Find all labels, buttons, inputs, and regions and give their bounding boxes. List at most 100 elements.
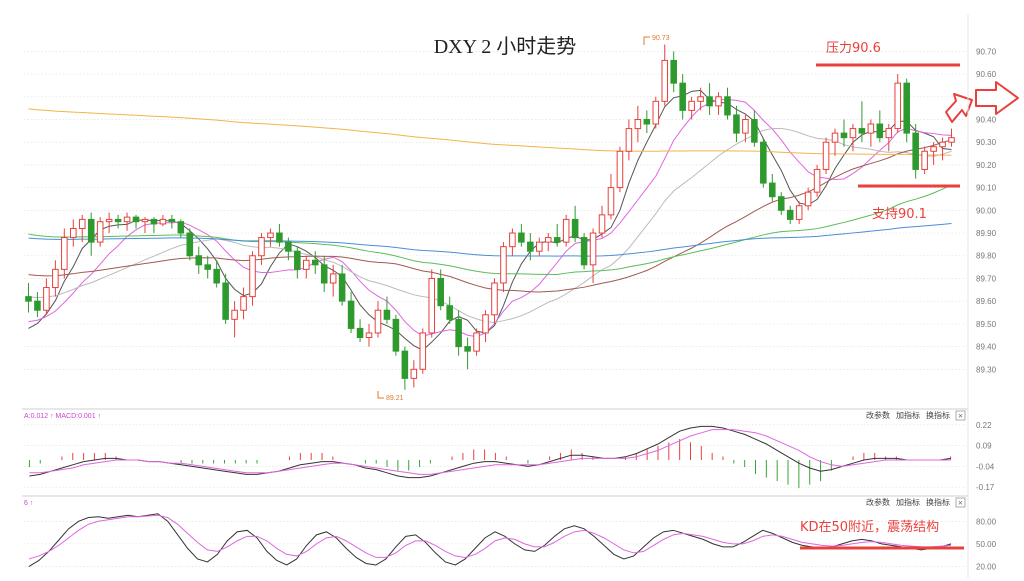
macd-grid (24, 424, 966, 488)
candle-up (123, 216, 131, 223)
candle-up (329, 273, 337, 284)
candle-up (562, 218, 570, 243)
price-panel[interactable]: 90.73 89.21 90.7090.6090.5090.4090.3090.… (24, 35, 1019, 402)
candle-up (795, 205, 803, 220)
candle-down (168, 218, 176, 223)
candle-down (724, 96, 731, 116)
arrow-right-icon (975, 81, 1019, 115)
candle-down (356, 327, 364, 338)
macd-close-box[interactable] (955, 410, 966, 421)
kdj-toolbar: 改参数 加指标 换指标 × (866, 497, 966, 508)
macd-tick-label: -0.17 (976, 483, 995, 492)
macd-header: A:0.012 ↑ MACD:0.001 ↑ (24, 413, 101, 420)
kdj-switch-indicator-button[interactable]: 换指标 (926, 497, 950, 507)
candle-up (105, 218, 113, 223)
candle-up (894, 82, 902, 130)
low-marker-leader (377, 391, 384, 399)
candle-up (500, 246, 507, 284)
candle-up (715, 96, 722, 107)
price-tick-label: 90.30 (976, 138, 997, 147)
kdj-panel[interactable]: 6 ↑ 80.00 50.00 20.00 改参数 加指标 换指标 × KD在50附… (22, 495, 997, 571)
macd-close-icon[interactable]: × (958, 412, 963, 421)
candle-down (34, 300, 41, 311)
candle-up (240, 296, 247, 311)
candle-up (509, 232, 516, 248)
candle-up (78, 218, 86, 229)
kdj-d-line (28, 514, 952, 560)
candle-up (625, 128, 633, 152)
candle-up (885, 128, 893, 139)
resistance-annotation: 压力90.6 (816, 41, 960, 67)
candle-up (141, 218, 149, 223)
candle-up (742, 118, 749, 134)
macd-params-button[interactable]: 改参数 (866, 410, 890, 420)
candle-up (822, 141, 830, 170)
candle-up (849, 128, 857, 139)
candle-up (589, 232, 597, 266)
kdj-close-icon[interactable]: × (958, 499, 963, 508)
candle-down (840, 132, 848, 139)
candle-down (392, 318, 400, 352)
candle-down (195, 255, 203, 266)
price-tick-label: 89.80 (976, 252, 997, 261)
kdj-tick-label: 50.00 (976, 540, 997, 549)
price-tick-label: 89.70 (976, 274, 997, 283)
candle-down (643, 118, 651, 125)
candle-down (186, 232, 194, 257)
candle-down (437, 277, 444, 307)
candle-down (553, 237, 561, 243)
macd-dea-line (29, 429, 951, 475)
kdj-tick-label: 20.00 (976, 562, 997, 571)
candle-up (258, 237, 265, 257)
candle-down (285, 241, 292, 252)
kdj-add-indicator-button[interactable]: 加指标 (896, 497, 920, 507)
candle-down (87, 218, 95, 243)
candle-up (491, 282, 498, 316)
candle-down (733, 114, 740, 134)
high-marker-leader (643, 36, 650, 45)
kdj-annotation: KD在50附近，震荡结构 (800, 520, 964, 550)
candle-up (607, 187, 615, 216)
candle-down (751, 118, 758, 143)
candle-down (876, 123, 884, 139)
price-tick-label: 89.50 (976, 320, 997, 329)
ma-line-ma20 (28, 127, 952, 324)
candle-up (365, 332, 373, 338)
candle-up (948, 137, 955, 143)
candle-up (482, 314, 489, 334)
kdj-close-box[interactable] (955, 497, 966, 508)
kdj-params-button[interactable]: 改参数 (866, 497, 890, 507)
resistance-label: 压力90.6 (826, 41, 881, 56)
candle-down (204, 264, 211, 270)
candle-up (303, 259, 310, 270)
price-tick-label: 90.40 (976, 115, 997, 124)
candle-down (401, 350, 409, 379)
price-tick-label: 90.10 (976, 184, 997, 193)
candle-up (867, 123, 875, 134)
high-marker-label: 90.73 (652, 35, 670, 42)
candlesticks (25, 44, 955, 390)
candle-up (930, 146, 937, 152)
candle-down (383, 309, 391, 320)
macd-diff-line (29, 425, 951, 479)
candle-up (159, 218, 167, 225)
candle-up (70, 227, 77, 239)
candle-down (455, 318, 462, 348)
macd-panel[interactable]: A:0.012 ↑ MACD:0.001 ↑ 0.22 0.09 -0.04 -0.1… (22, 408, 995, 492)
macd-add-indicator-button[interactable]: 加指标 (896, 410, 920, 420)
extreme-markers: 90.73 89.21 (377, 35, 670, 402)
candle-up (697, 96, 704, 102)
candle-down (294, 250, 301, 270)
macd-histogram (28, 438, 952, 489)
candle-up (410, 368, 418, 379)
price-tick-label: 90.60 (976, 70, 997, 79)
price-tick-label: 90.70 (976, 47, 997, 56)
candle-down (912, 132, 919, 170)
kdj-header: 6 ↑ (24, 500, 33, 507)
candle-down (518, 232, 525, 243)
macd-y-axis: 0.22 0.09 -0.04 -0.17 (976, 421, 995, 492)
low-marker-label: 89.21 (386, 395, 404, 402)
candle-down (276, 232, 283, 243)
macd-switch-indicator-button[interactable]: 换指标 (926, 410, 950, 420)
arrow-up-right-icon (945, 93, 973, 123)
